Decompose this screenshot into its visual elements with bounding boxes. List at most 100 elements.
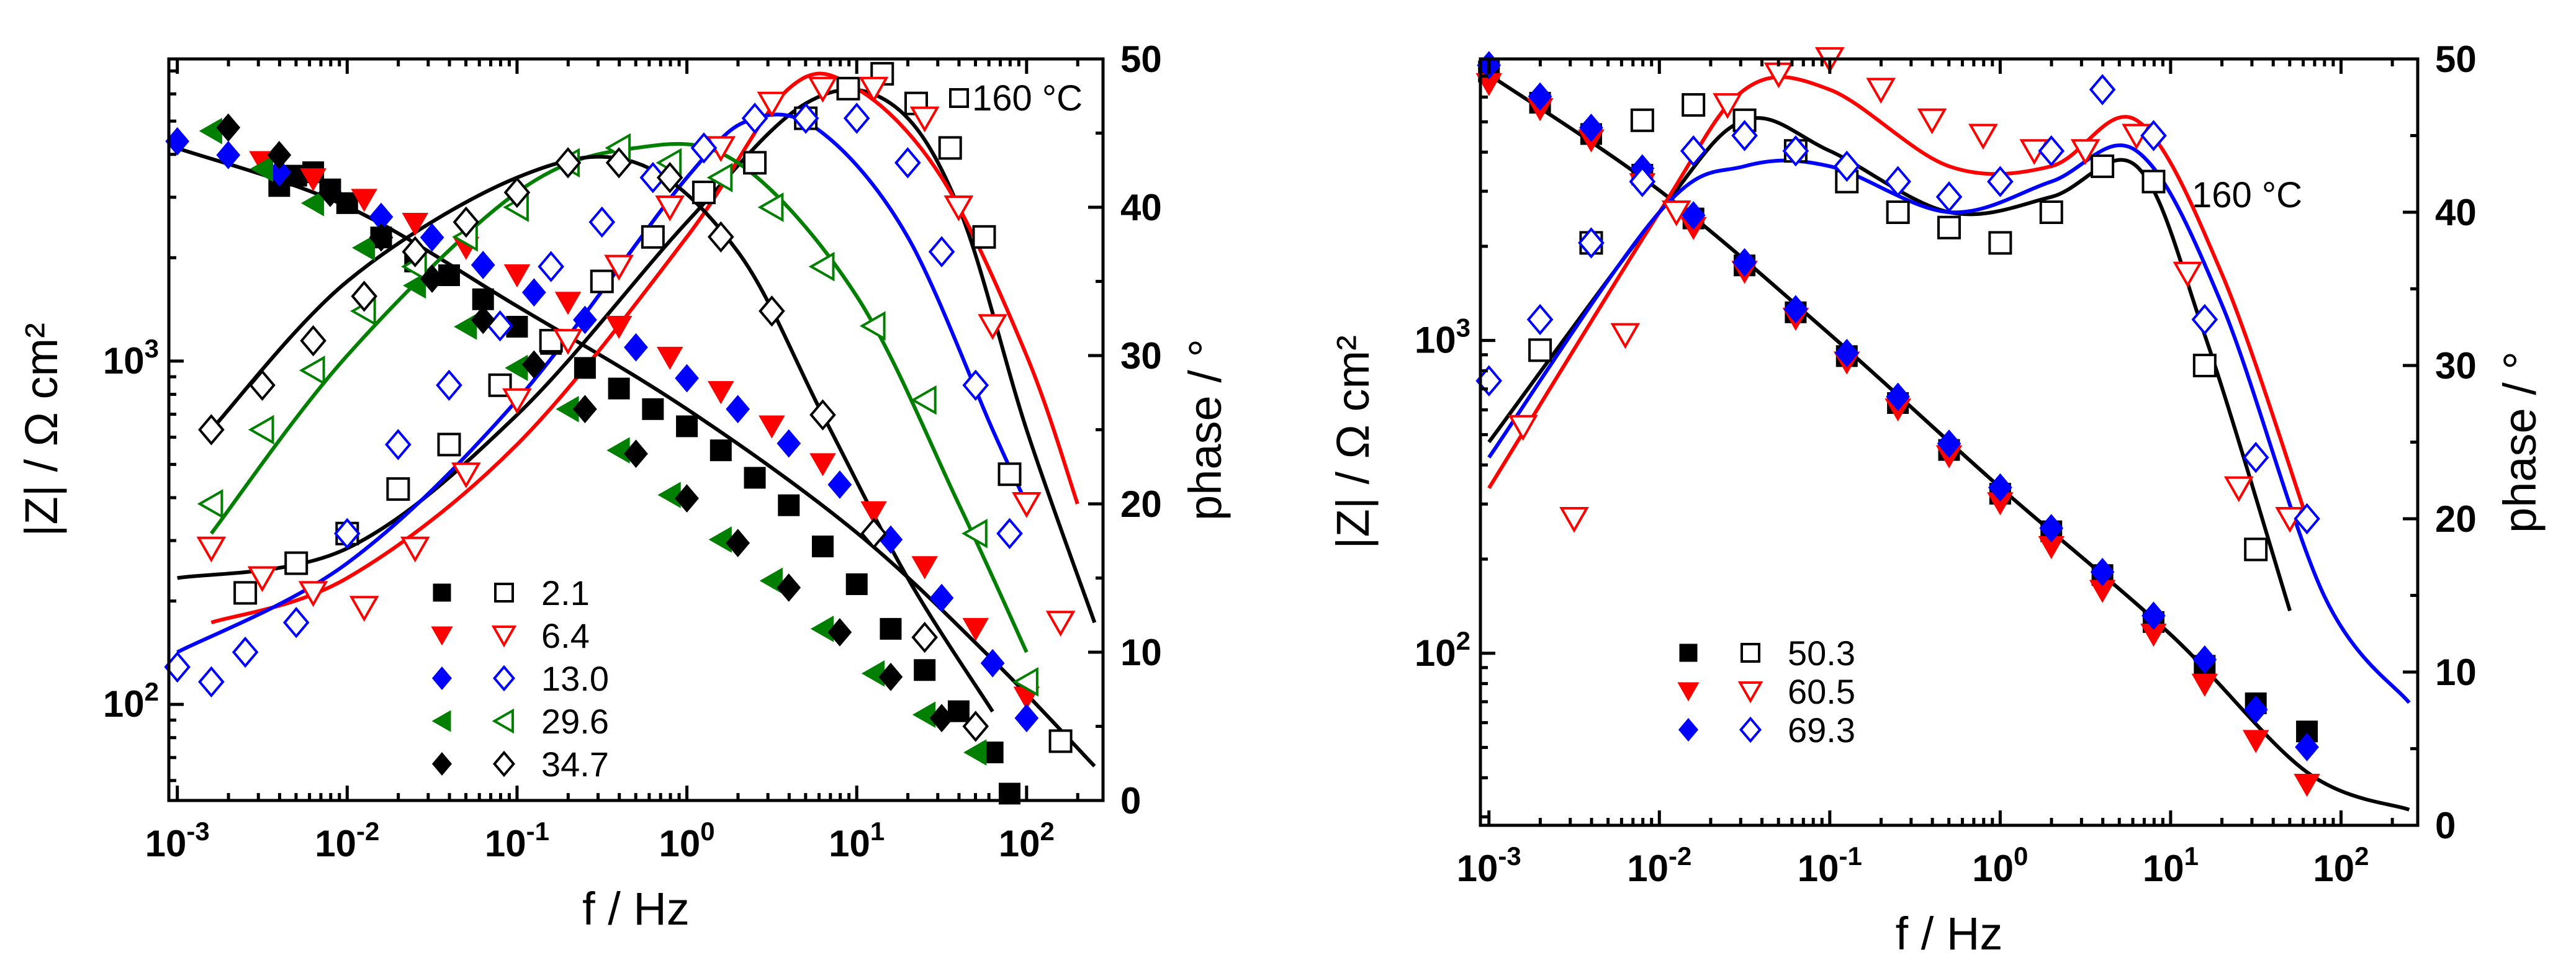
phase-point: [641, 225, 665, 249]
phase-point: [2242, 442, 2269, 473]
magnitude-point: [1988, 473, 2012, 502]
magnitude-point: [2243, 695, 2268, 724]
phase-point: [1012, 492, 1042, 518]
phase-point: [691, 181, 716, 205]
phase-point: [247, 566, 277, 593]
phase-point: [961, 518, 988, 549]
magnitude-point: [1579, 114, 1603, 142]
x-tick-label: 10-3: [145, 817, 210, 864]
magnitude-point: [2039, 514, 2064, 542]
phase-axis-title: phase / °: [1179, 339, 1231, 521]
magnitude-point: [624, 439, 648, 469]
phase-fit-line-34.7: [210, 155, 994, 713]
phase-point: [1661, 200, 1691, 226]
series-34.7: [198, 113, 989, 742]
phase-point: [588, 206, 616, 238]
phase-point: [248, 415, 274, 445]
phase-point: [400, 536, 430, 563]
phase-point: [910, 385, 937, 415]
legend-label: 60.5: [1788, 672, 1855, 711]
magnitude-point: [656, 346, 683, 370]
phase-tick-label: 30: [2435, 345, 2477, 387]
magnitude-point: [827, 618, 852, 647]
magnitude-point: [2242, 730, 2269, 753]
legend-marker-open: [1737, 681, 1763, 704]
phase-point: [538, 251, 565, 282]
phase-point: [1935, 181, 1963, 213]
y-axis: 102 103 |Z| / Ω cm²: [16, 69, 184, 782]
legend-marker-filled: [431, 666, 453, 690]
magnitude-point: [962, 617, 989, 642]
magnitude-point: [318, 178, 343, 207]
magnitude-point: [708, 526, 732, 553]
legend-marker-open: [492, 708, 514, 734]
x-tick-label: 100: [1972, 841, 2028, 889]
phase-point: [437, 433, 461, 457]
phase-point: [282, 607, 310, 639]
phase-point: [757, 192, 784, 222]
phase-point: [741, 102, 768, 134]
phase-tick-label: 30: [1120, 335, 1162, 377]
magnitude-point: [608, 377, 630, 400]
phase-point: [2191, 303, 2218, 336]
magnitude-point: [605, 316, 633, 339]
magnitude-point: [778, 494, 800, 516]
phase-point: [2244, 537, 2268, 562]
phase-axis-title: phase / °: [2494, 351, 2546, 533]
magnitude-point: [708, 381, 734, 405]
phase-point: [978, 314, 1007, 340]
y-tick-label: 102: [103, 677, 159, 725]
phase-point: [299, 356, 325, 385]
phase-point: [1782, 135, 1809, 167]
phase-point: [1048, 729, 1073, 753]
temperature-annotation: 160 °C: [2192, 175, 2302, 215]
x-tick-label: 100: [659, 817, 715, 864]
magnitude-point: [216, 113, 241, 142]
legend-label: 13.0: [541, 659, 609, 698]
phase-point: [2173, 261, 2203, 288]
magnitude-point: [827, 470, 852, 499]
phase-point: [196, 536, 227, 563]
phase-point: [1937, 215, 1961, 240]
magnitude-point: [860, 501, 887, 524]
legend-marker-filled: [433, 583, 451, 602]
magnitude-point: [420, 264, 444, 293]
phase-point: [333, 518, 361, 549]
phase-point: [1866, 78, 1896, 104]
phase-point: [706, 163, 733, 193]
phase-point: [351, 280, 378, 312]
magnitude-point: [726, 529, 750, 557]
legend-marker-open: [492, 665, 516, 692]
legend-label: 34.7: [541, 745, 609, 784]
legend: 50.360.569.3: [1677, 634, 1855, 750]
magnitude-point: [606, 437, 630, 464]
phase-point: [996, 518, 1023, 549]
magnitude-point: [1732, 248, 1757, 277]
phase-point: [604, 254, 634, 281]
phase-point: [836, 76, 860, 101]
magnitude-point: [573, 395, 597, 424]
magnitude-point: [676, 415, 698, 437]
magnitude-point: [880, 617, 902, 640]
magnitude-point: [777, 573, 801, 602]
legend-label: 6.4: [541, 616, 590, 655]
phase-fit-line-69.3: [1487, 143, 2411, 704]
magnitude-point: [438, 264, 460, 287]
phase-point: [2039, 200, 2063, 224]
temperature-annotation: 160 °C: [972, 78, 1083, 119]
phase-point: [453, 206, 480, 238]
magnitude-point: [777, 429, 801, 458]
x-tick-label: 102: [999, 817, 1055, 864]
phase-point: [858, 76, 889, 103]
phase-point: [1012, 666, 1038, 697]
legend-marker-filled: [431, 626, 453, 646]
phase-tick-label: 50: [2435, 38, 2477, 80]
phase-point: [198, 666, 225, 697]
magnitude-point: [351, 235, 376, 261]
phase-point: [2089, 74, 2116, 105]
phase-point: [894, 147, 921, 179]
magnitude-point: [624, 333, 648, 362]
magnitude-point: [351, 189, 377, 212]
magnitude-point: [471, 251, 495, 279]
phase-point: [1508, 415, 1538, 441]
